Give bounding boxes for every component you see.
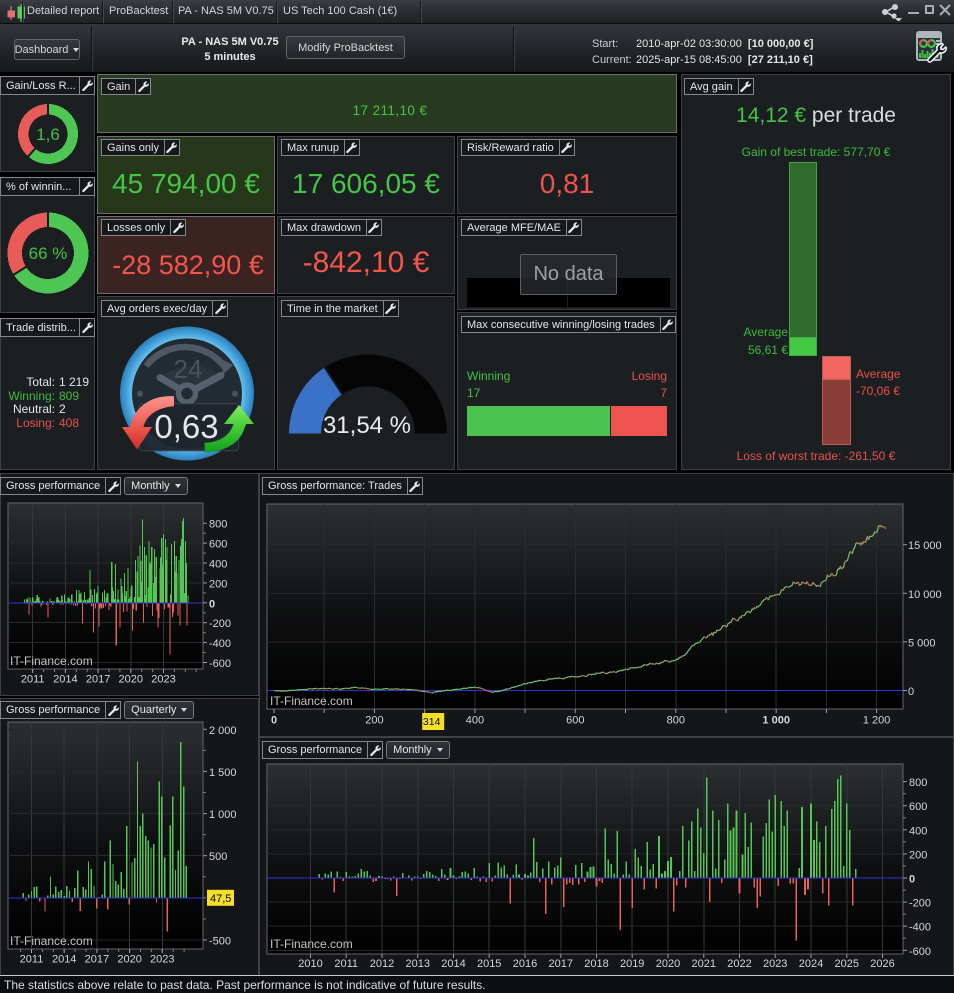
svg-text:-500: -500 [209, 935, 231, 947]
svg-text:400: 400 [209, 559, 227, 571]
svg-text:600: 600 [209, 539, 227, 551]
svg-text:10 000: 10 000 [908, 589, 942, 601]
svg-text:31,54 %: 31,54 % [323, 412, 411, 439]
svg-text:600: 600 [909, 801, 927, 813]
svg-text:2010: 2010 [298, 958, 322, 970]
svg-text:2022: 2022 [727, 958, 751, 970]
svg-text:2014: 2014 [52, 954, 76, 966]
svg-text:0: 0 [909, 874, 915, 886]
svg-text:2011: 2011 [21, 674, 45, 686]
svg-text:0: 0 [908, 686, 914, 698]
svg-text:800: 800 [667, 715, 685, 727]
svg-text:2019: 2019 [620, 958, 644, 970]
svg-text:IT-Finance.com: IT-Finance.com [270, 694, 353, 708]
svg-text:0,63: 0,63 [154, 408, 218, 445]
svg-text:0: 0 [271, 715, 277, 727]
svg-text:2016: 2016 [513, 958, 537, 970]
svg-text:2018: 2018 [584, 958, 608, 970]
svg-text:400: 400 [909, 825, 927, 837]
svg-text:200: 200 [209, 578, 227, 590]
svg-text:2023: 2023 [763, 958, 787, 970]
svg-text:2013: 2013 [406, 958, 430, 970]
svg-text:-400: -400 [909, 922, 931, 934]
svg-text:-200: -200 [209, 618, 231, 630]
svg-text:2017: 2017 [85, 954, 109, 966]
svg-text:2012: 2012 [370, 958, 394, 970]
svg-text:2014: 2014 [441, 958, 465, 970]
svg-text:2025: 2025 [835, 958, 859, 970]
svg-text:2023: 2023 [150, 954, 174, 966]
svg-text:-600: -600 [909, 946, 931, 958]
svg-text:600: 600 [566, 715, 584, 727]
svg-text:1 200: 1 200 [863, 715, 891, 727]
svg-text:2015: 2015 [477, 958, 501, 970]
svg-text:2020: 2020 [119, 674, 143, 686]
svg-text:2020: 2020 [117, 954, 141, 966]
svg-text:66 %: 66 % [29, 244, 68, 263]
svg-text:500: 500 [209, 851, 227, 863]
svg-text:800: 800 [909, 777, 927, 789]
svg-text:1,6: 1,6 [36, 125, 60, 144]
svg-text:47,5: 47,5 [210, 893, 231, 905]
svg-text:1 500: 1 500 [209, 767, 237, 779]
svg-text:200: 200 [909, 849, 927, 861]
svg-text:2020: 2020 [656, 958, 680, 970]
svg-text:800: 800 [209, 519, 227, 531]
svg-text:2024: 2024 [799, 958, 823, 970]
svg-text:2011: 2011 [334, 958, 358, 970]
svg-text:1 000: 1 000 [209, 809, 237, 821]
svg-text:2021: 2021 [692, 958, 716, 970]
svg-text:IT-Finance.com: IT-Finance.com [10, 934, 93, 948]
svg-text:24: 24 [174, 354, 203, 384]
svg-text:2014: 2014 [53, 674, 77, 686]
svg-text:15 000: 15 000 [908, 540, 942, 552]
svg-text:0: 0 [209, 598, 215, 610]
svg-text:2017: 2017 [549, 958, 573, 970]
svg-text:200: 200 [365, 715, 383, 727]
svg-text:2017: 2017 [86, 674, 110, 686]
svg-text:2026: 2026 [870, 958, 894, 970]
svg-text:2023: 2023 [151, 674, 175, 686]
svg-text:2 000: 2 000 [209, 725, 237, 737]
svg-text:IT-Finance.com: IT-Finance.com [10, 654, 93, 668]
svg-text:-200: -200 [909, 898, 931, 910]
svg-text:IT-Finance.com: IT-Finance.com [270, 937, 353, 951]
svg-text:314: 314 [423, 716, 441, 728]
svg-text:-600: -600 [209, 658, 231, 670]
svg-text:400: 400 [466, 715, 484, 727]
svg-text:2011: 2011 [20, 954, 44, 966]
svg-text:5 000: 5 000 [908, 637, 936, 649]
svg-text:1 000: 1 000 [762, 715, 790, 727]
svg-text:-400: -400 [209, 638, 231, 650]
